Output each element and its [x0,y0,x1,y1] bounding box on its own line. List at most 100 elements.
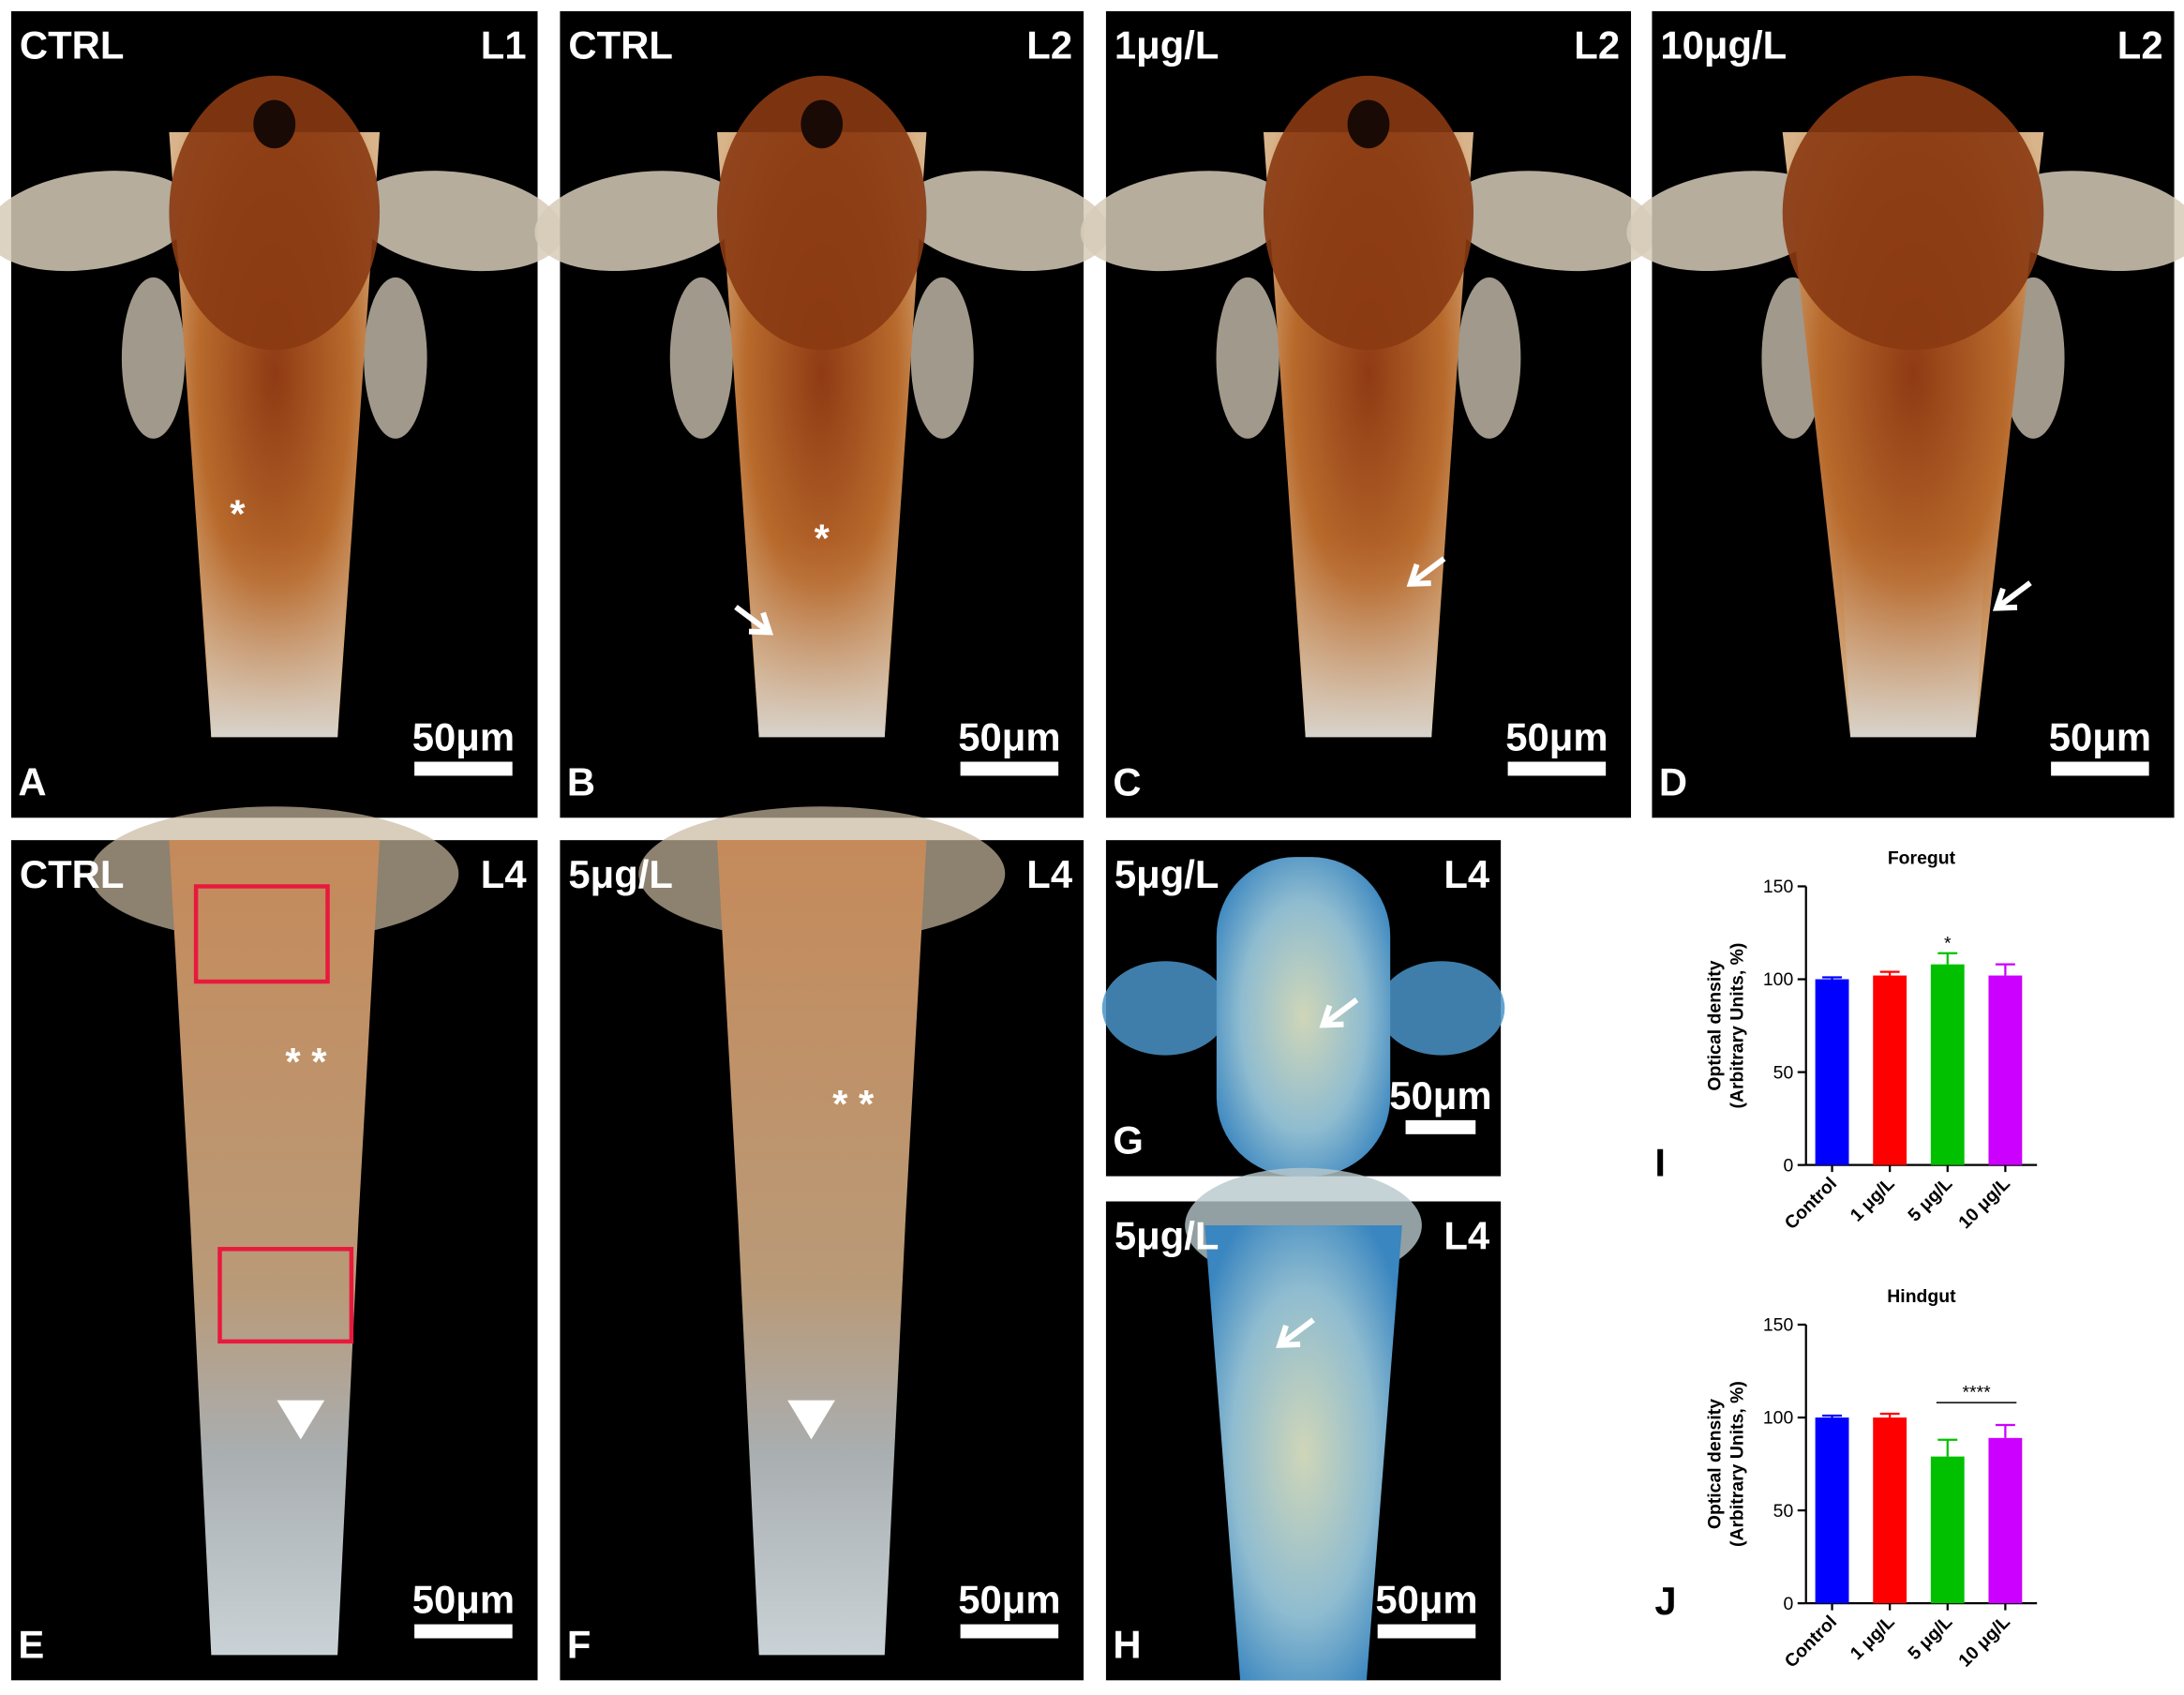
antenna [1992,171,2184,272]
condition-label: 5μg/L [1114,852,1219,896]
scale-bar [1377,1624,1476,1639]
condition-label: CTRL [20,852,124,896]
condition-label: 1μg/L [1114,23,1219,68]
x-tick-label: 10 μg/L [1954,1173,2014,1233]
antenna [1447,171,1657,272]
condition-label: CTRL [568,23,672,68]
antenna [534,171,743,272]
antenna [0,171,195,272]
micro-panel: 10μg/L L2 D 50μm [1626,10,2184,818]
x-tick-label: 5 μg/L [1904,1173,1956,1225]
bar [1815,1418,1849,1604]
limb [669,277,733,439]
asterisk-marker: * * [832,1082,875,1126]
scale-bar-label: 50μm [958,1578,1060,1622]
condition-label: 10μg/L [1660,23,1787,68]
arrow-shaft [1321,998,1359,1028]
head [717,75,927,351]
asterisk-marker: * * [285,1040,327,1084]
panel-letter: H [1113,1622,1141,1666]
limb [1458,277,1521,439]
scale-bar-label: 50μm [1375,1578,1477,1622]
eye [800,99,844,149]
bar [1988,1437,2023,1604]
scale-bar-label: 50μm [1505,715,1608,759]
arrow-head [1406,563,1431,587]
scale-bar [1507,761,1607,776]
panel-letter: C [1113,759,1141,803]
antenna [1626,171,1834,272]
condition-label: CTRL [20,23,124,68]
bar [1930,964,1965,1165]
scale-bar-label: 50μm [1389,1073,1491,1118]
bar-chart: Hindgut J Optical density (Arbitrary Units,… [1654,1286,2038,1672]
y-axis-label: Optical density [1705,960,1726,1090]
micro-panel: CTRL L2 B 50μm * [534,10,1110,818]
antenna [1080,171,1290,272]
panel-letter: A [18,759,46,803]
micro-panel: 5μg/L L4 G 50μm [1101,840,1505,1177]
tail [1294,535,1443,738]
bar [1815,979,1849,1165]
significance: **** [1962,1383,1991,1403]
y-tick-label: 100 [1763,1408,1794,1429]
panel-letter: G [1113,1118,1144,1162]
y-tick-label: 100 [1763,969,1794,990]
head [1263,75,1474,351]
x-tick-label: 1 μg/L [1847,1173,1899,1225]
bar [1873,1418,1907,1604]
y-tick-label: 0 [1783,1594,1793,1614]
x-tick-label: Control [1781,1174,1841,1234]
chart-title: Foregut [1888,848,1956,869]
x-tick-label: Control [1781,1612,1841,1672]
arrow-shaft [1995,580,2032,610]
roi-box [217,1247,354,1344]
stage-label: L4 [1026,852,1073,896]
stage-label: L4 [1444,1213,1490,1257]
y-tick-label: 50 [1773,1501,1794,1522]
limb [364,277,427,439]
trunk [717,840,927,1656]
arrow-head [1319,1004,1344,1028]
panel-letter: B [567,759,595,803]
panel-letter: D [1659,759,1687,803]
y-axis-label: Optical density [1705,1399,1726,1529]
tail [748,535,895,738]
micro-panel: CTRL L1 A 50μm * [0,10,563,818]
micro-panel: 1μg/L L2 C 50μm [1080,10,1657,818]
scale-bar [960,1624,1059,1639]
panel-letter: F [567,1622,591,1666]
significance: * [1944,933,1952,953]
arrow-shaft [734,605,771,635]
scale-bar-label: 50μm [2049,715,2151,759]
micro-panel: CTRL L4 E 50μm * * [10,806,538,1681]
bar [1988,975,2023,1165]
eye [253,99,296,149]
arrow-head [748,611,774,636]
stage-label: L1 [481,23,527,68]
arrow-shaft [1278,1317,1315,1348]
micro-panel: 5μg/L L4 F 50μm * * [560,806,1085,1681]
stage-label: L4 [1444,852,1490,896]
panel-letter: I [1654,1141,1666,1185]
antenna [353,171,563,272]
bar [1930,1456,1965,1604]
limb [1101,961,1229,1056]
arrow-head [1992,587,2018,611]
y-axis-label: (Arbitrary Units, %) [1728,1381,1748,1547]
trunk [1204,1225,1402,1681]
trunk [1216,857,1391,1177]
eye [1347,99,1390,149]
stage-label: L2 [1574,23,1620,68]
micro-panel: 5μg/L L4 H 50μm [1105,1167,1502,1681]
scale-bar [1405,1119,1476,1134]
limb [121,277,186,439]
x-tick-label: 10 μg/L [1954,1612,2014,1672]
tail [201,535,349,738]
arrowhead-marker [277,1400,325,1440]
x-tick-label: 1 μg/L [1847,1612,1899,1664]
stage-label: L2 [2117,23,2163,68]
scale-bar [960,761,1059,776]
